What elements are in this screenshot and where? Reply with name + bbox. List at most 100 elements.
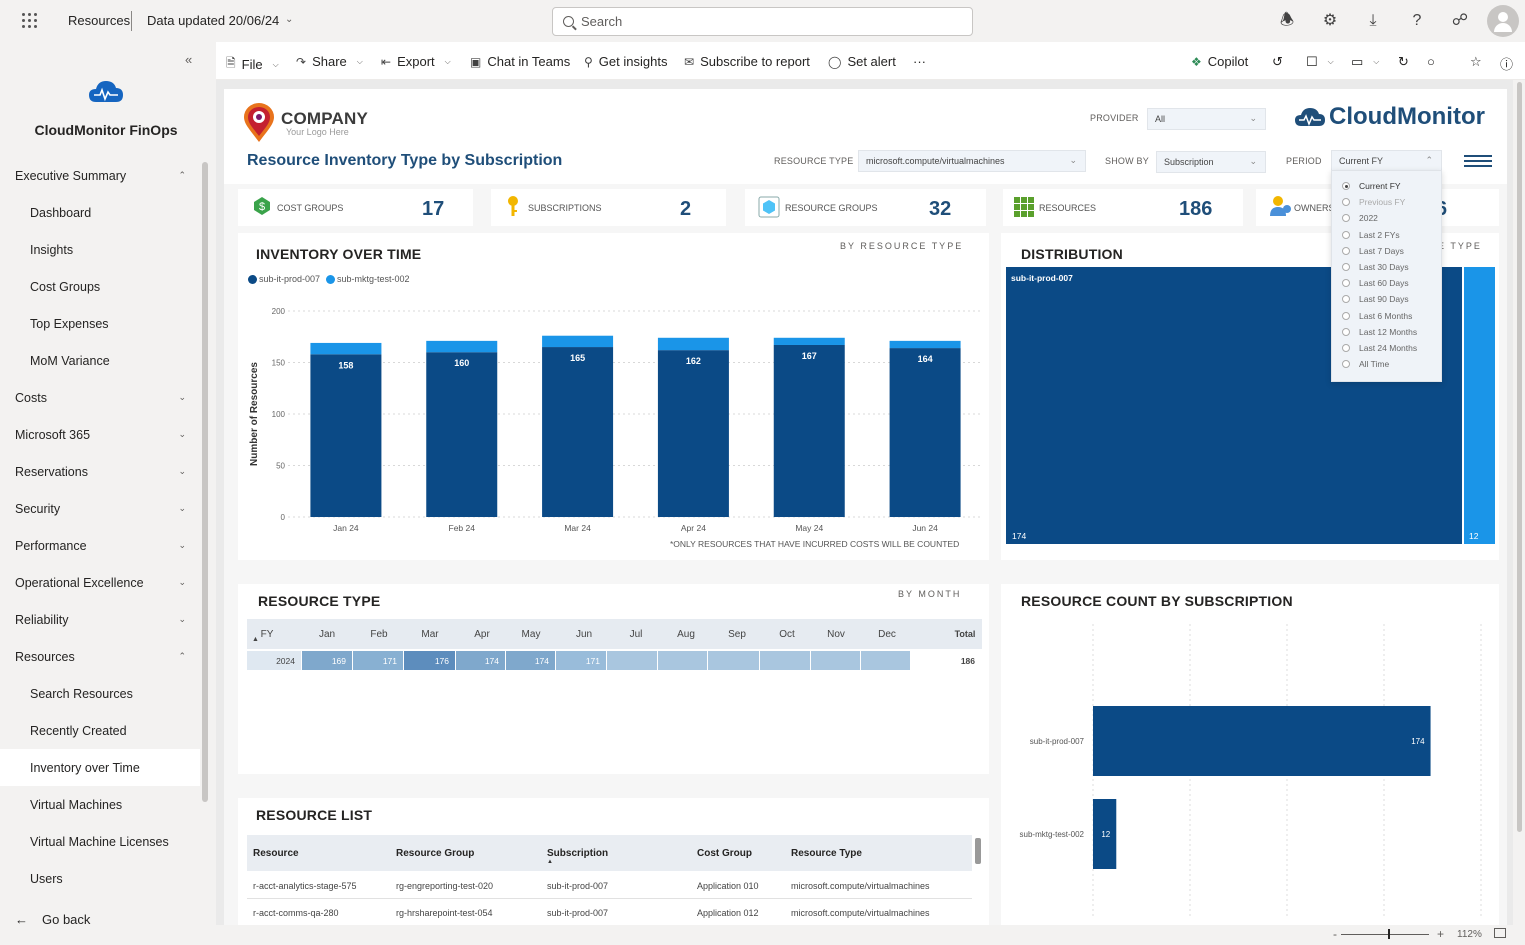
copilot-button[interactable]: ❖ Copilot (1191, 54, 1248, 69)
zoom-slider[interactable] (1341, 934, 1429, 935)
zoom-slider-thumb[interactable] (1388, 929, 1390, 939)
export-menu[interactable]: ⇤ Export ⌵ (381, 54, 451, 69)
table-scrollbar[interactable] (975, 838, 981, 864)
table-row[interactable]: r-acct-comms-qa-280 rg-hrsharepoint-test-… (247, 899, 972, 925)
period-option[interactable]: All Time (1332, 356, 1441, 372)
matrix-cell[interactable] (607, 651, 658, 670)
column-header[interactable]: Oct (779, 629, 795, 640)
sidebar-item[interactable]: Search Resources (0, 675, 200, 712)
sidebar-item[interactable]: Cost Groups (0, 268, 200, 305)
menu-icon[interactable] (1464, 155, 1492, 170)
go-back-button[interactable]: ← Go back (15, 912, 90, 927)
info-icon[interactable]: ⓘ (1500, 57, 1514, 72)
table-row[interactable]: r-acct-analytics-stage-575 rg-engreportin… (247, 872, 972, 899)
column-header[interactable]: Subscription (547, 848, 609, 859)
gear-icon[interactable]: ⚙ (1322, 12, 1338, 29)
treemap-tile-small[interactable]: 12 (1464, 267, 1495, 544)
comment-icon[interactable]: ○ (1427, 54, 1435, 69)
column-header[interactable]: Total (954, 629, 976, 639)
matrix-cell[interactable]: 2024 (247, 651, 302, 670)
matrix-cell[interactable] (658, 651, 708, 670)
matrix-cell[interactable] (861, 651, 911, 670)
column-header[interactable]: FY (260, 629, 274, 640)
period-option[interactable]: Last 90 Days (1332, 291, 1441, 307)
column-header[interactable]: Feb (370, 629, 388, 640)
column-header[interactable]: Resource (253, 848, 299, 859)
chevron-down-icon[interactable]: ⌄ (178, 466, 186, 476)
sidebar-item[interactable]: Insights (0, 231, 200, 268)
sidebar-item[interactable]: Top Expenses (0, 305, 200, 342)
period-option[interactable]: Last 60 Days (1332, 275, 1441, 291)
sidebar-item[interactable]: Reservations ⌄ (0, 453, 200, 490)
bookmark-icon[interactable]: ☐ ⌵ (1306, 54, 1334, 69)
chevron-down-icon[interactable]: ⌄ (178, 540, 186, 550)
column-header[interactable]: Dec (878, 629, 896, 640)
period-dropdown[interactable]: Current FY Previous FY 2022 Last 2 FYs Last … (1331, 170, 1442, 382)
app-launcher-icon[interactable] (22, 13, 38, 29)
period-option[interactable]: Last 12 Months (1332, 324, 1441, 340)
column-header[interactable]: Jun (575, 629, 593, 640)
period-option[interactable]: Last 24 Months (1332, 340, 1441, 356)
period-option[interactable]: Current FY (1332, 178, 1441, 194)
period-option[interactable]: Last 2 FYs (1332, 227, 1441, 243)
view-icon[interactable]: ▭ ⌵ (1351, 54, 1380, 69)
help-icon[interactable]: ? (1412, 12, 1422, 29)
show-by-select[interactable]: Subscription ⌄ (1156, 151, 1266, 173)
data-updated-label[interactable]: Data updated 20/06/24 (147, 13, 280, 28)
column-header[interactable]: Cost Group (697, 848, 752, 859)
sidebar-item[interactable]: Dashboard (0, 194, 200, 231)
file-menu[interactable]: 🗎 File ⌵ (226, 54, 279, 75)
sidebar-item[interactable]: Virtual Machines (0, 786, 200, 823)
sidebar-item[interactable]: Performance ⌄ (0, 527, 200, 564)
sort-icon[interactable]: ▲ (252, 636, 259, 643)
matrix-cell[interactable] (760, 651, 811, 670)
column-header[interactable]: Resource Type (791, 848, 862, 859)
column-header[interactable]: May (521, 629, 541, 640)
favorite-star-icon[interactable]: ☆ (1470, 54, 1482, 69)
fit-to-page-icon[interactable] (1494, 928, 1506, 938)
matrix-cell[interactable]: 186 (911, 651, 982, 670)
matrix-cell[interactable] (811, 651, 861, 670)
subscribe-button[interactable]: ✉ Subscribe to report (684, 54, 810, 69)
chevron-down-icon[interactable]: ⌄ (285, 14, 294, 25)
more-options-button[interactable]: ··· (913, 54, 926, 69)
period-option[interactable]: Last 7 Days (1332, 243, 1441, 259)
get-insights-button[interactable]: ⚲ Get insights (584, 54, 667, 69)
matrix-cell[interactable]: 174 (506, 651, 556, 670)
collapse-sidebar-icon[interactable]: « (185, 52, 193, 67)
sidebar-item[interactable]: Operational Excellence ⌄ (0, 564, 200, 601)
chevron-down-icon[interactable]: ⌄ (178, 392, 186, 402)
share-feedback-icon[interactable]: ☍ (1451, 12, 1469, 29)
period-option[interactable]: Last 6 Months (1332, 308, 1441, 324)
matrix-cell[interactable]: 176 (404, 651, 456, 670)
zoom-in-icon[interactable]: + (1437, 927, 1445, 941)
sidebar-item[interactable]: Microsoft 365 ⌄ (0, 416, 200, 453)
matrix-cell[interactable]: 171 (353, 651, 404, 670)
column-header[interactable]: Nov (827, 629, 845, 640)
page-scrollbar[interactable] (1517, 82, 1522, 832)
search-input[interactable]: Search (552, 7, 973, 36)
matrix-cell[interactable]: 171 (556, 651, 607, 670)
provider-select[interactable]: All ⌄ (1147, 108, 1266, 130)
workspace-name[interactable]: Resources (68, 13, 131, 28)
sidebar-item[interactable]: Security ⌄ (0, 490, 200, 527)
chevron-up-icon[interactable]: ⌃ (178, 651, 186, 661)
column-header[interactable]: Sep (728, 629, 746, 640)
sidebar-item[interactable]: Executive Summary ⌃ (0, 157, 200, 194)
sidebar-item[interactable]: Recently Created (0, 712, 200, 749)
sidebar-item[interactable]: MoM Variance (0, 342, 200, 379)
zoom-out-icon[interactable]: - (1333, 927, 1337, 941)
refresh-icon[interactable]: ↻ (1398, 54, 1409, 69)
chevron-down-icon[interactable]: ⌄ (178, 577, 186, 587)
sidebar-item[interactable]: Resources ⌃ (0, 638, 200, 675)
sidebar-item[interactable]: Reliability ⌄ (0, 601, 200, 638)
column-header[interactable]: Aug (677, 629, 695, 640)
chevron-down-icon[interactable]: ⌄ (178, 429, 186, 439)
avatar[interactable] (1487, 5, 1519, 37)
reset-icon[interactable]: ↺ (1272, 54, 1283, 69)
period-option[interactable]: Previous FY (1332, 194, 1441, 210)
sidebar-item[interactable]: Inventory over Time (0, 749, 200, 786)
column-header[interactable]: Mar (421, 629, 439, 640)
column-header[interactable]: Jan (318, 629, 336, 640)
chevron-down-icon[interactable]: ⌄ (178, 614, 186, 624)
